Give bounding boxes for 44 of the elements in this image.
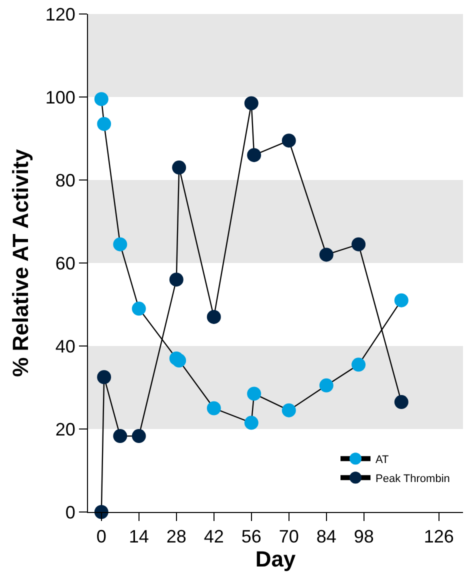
y-tick-label: 100: [45, 87, 76, 108]
point: [172, 160, 186, 175]
point: [352, 358, 366, 372]
point: [282, 403, 296, 418]
point: [247, 386, 262, 401]
x-tick-label: 126: [424, 526, 454, 547]
legend-label: AT: [376, 454, 390, 466]
x-tick-label: 28: [166, 526, 186, 547]
point: [97, 116, 112, 131]
point: [206, 310, 221, 324]
x-tick-label: 56: [241, 526, 262, 547]
y-tick-label: 60: [55, 253, 76, 274]
y-tick-label: 40: [55, 336, 76, 356]
x-tick-label: 42: [204, 526, 224, 547]
point: [319, 378, 334, 392]
y-tick-label: 20: [55, 419, 76, 440]
x-tick-label: 14: [128, 526, 149, 547]
x-tick-label: 0: [96, 526, 106, 547]
point: [113, 237, 128, 252]
point: [113, 429, 128, 444]
point: [394, 293, 408, 308]
y-tick-label: 80: [55, 170, 76, 190]
point: [244, 96, 258, 110]
point: [132, 429, 146, 444]
point: [97, 370, 112, 384]
x-tick-label: 84: [316, 526, 336, 547]
point: [244, 416, 258, 430]
point: [169, 272, 184, 287]
point: [319, 248, 334, 262]
y-tick-label: 0: [65, 502, 76, 522]
x-tick-label: 98: [354, 526, 374, 547]
point: [282, 134, 296, 148]
legend-label: Peak Thrombin: [376, 472, 450, 485]
point: [172, 354, 186, 368]
point: [352, 237, 366, 252]
y-tick-label: 120: [45, 4, 76, 24]
point: [206, 401, 221, 416]
point: [94, 92, 108, 106]
point: [132, 302, 146, 316]
x-axis-title: Day: [255, 546, 296, 572]
point: [394, 395, 408, 410]
y-axis-title: % Relative AT Activity: [8, 148, 34, 377]
point: [247, 148, 262, 162]
x-tick-label: 70: [278, 526, 299, 547]
